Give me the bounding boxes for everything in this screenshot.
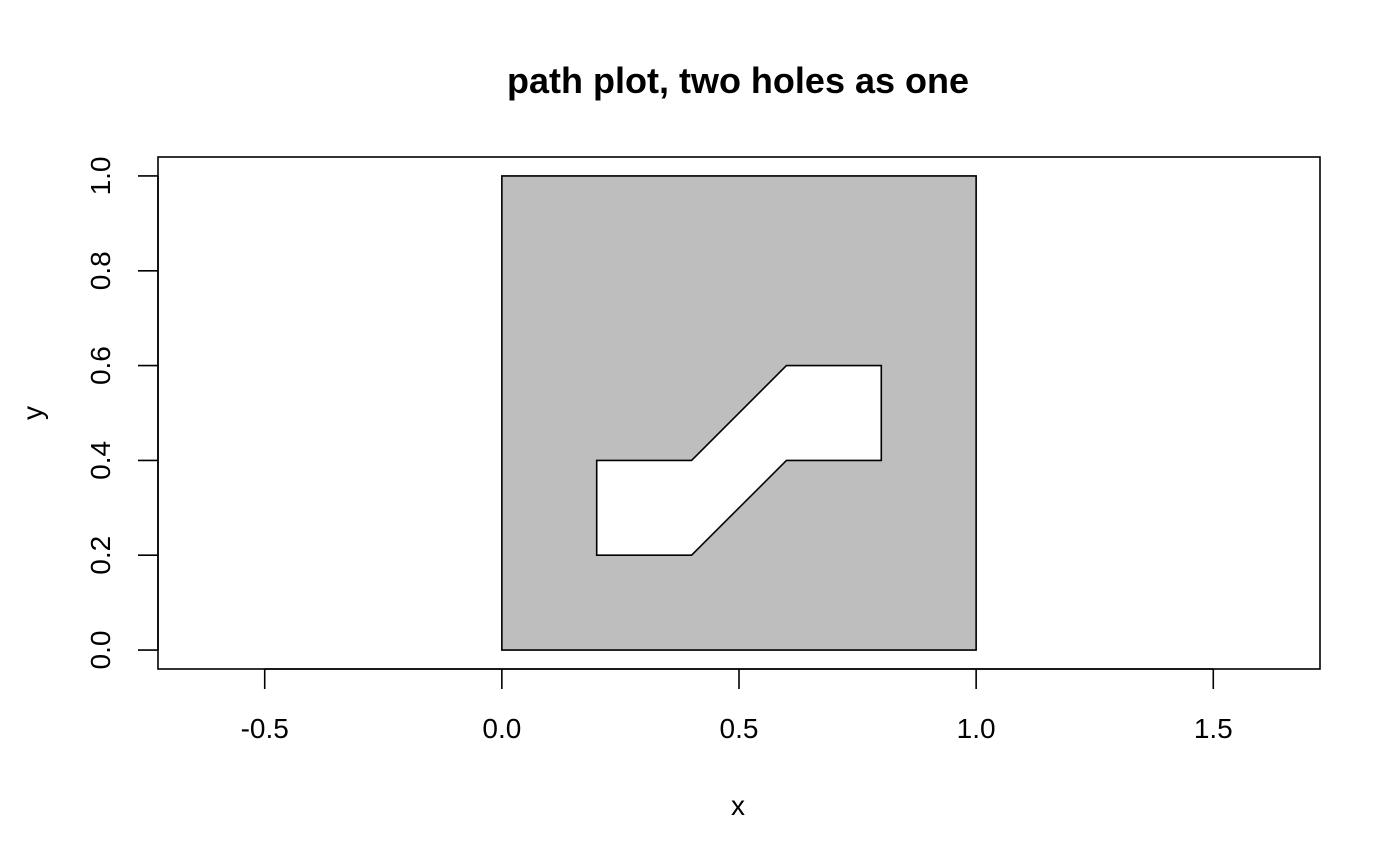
y-axis: 0.0 0.2 0.4 0.6 0.8 1.0 [85, 156, 159, 670]
y-tick-label: 0.4 [85, 441, 116, 480]
x-tick-label: 0.5 [720, 713, 759, 744]
y-tick-label: 1.0 [85, 156, 116, 195]
x-tick-label: -0.5 [241, 713, 289, 744]
x-tick-label: 1.0 [957, 713, 996, 744]
y-tick-label: 0.8 [85, 251, 116, 290]
y-tick-label: 0.0 [85, 631, 116, 670]
y-tick-label: 0.2 [85, 536, 116, 575]
x-axis: -0.5 0.0 0.5 1.0 1.5 [241, 668, 1233, 744]
x-axis-label: x [731, 790, 745, 821]
y-axis-label: y [17, 406, 48, 420]
y-tick-label: 0.6 [85, 346, 116, 385]
x-tick-label: 1.5 [1194, 713, 1233, 744]
x-tick-label: 0.0 [482, 713, 521, 744]
chart-title: path plot, two holes as one [507, 60, 969, 101]
filled-polygon-with-hole [501, 175, 977, 651]
